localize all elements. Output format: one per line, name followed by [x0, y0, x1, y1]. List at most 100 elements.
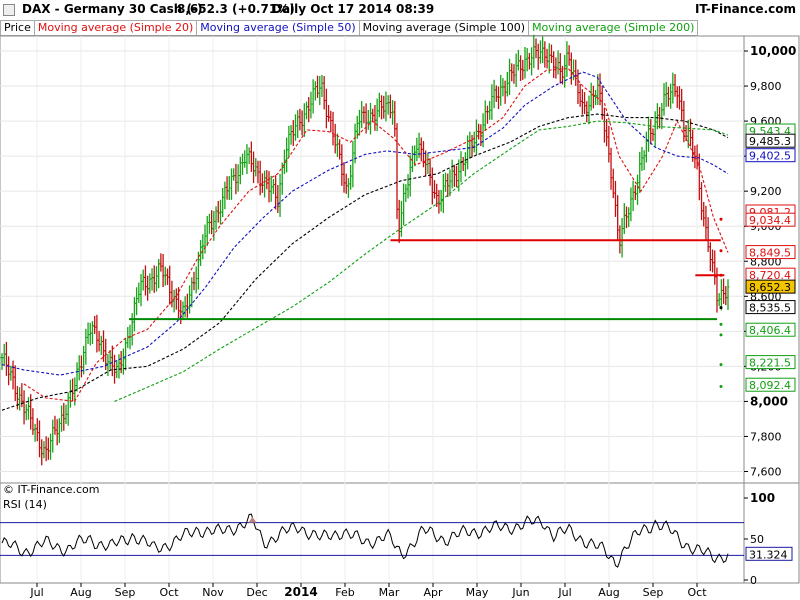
svg-text:8,406.4: 8,406.4 — [749, 324, 791, 337]
price-bar — [146, 275, 150, 301]
moving-average-lines — [1, 67, 729, 411]
price-bar — [201, 234, 205, 260]
price-bar — [35, 418, 39, 442]
price-axis: 7,6007,8008,0008,2008,4008,6008,8009,000… — [744, 44, 796, 478]
price-bar — [636, 174, 640, 205]
price-bar — [369, 102, 373, 135]
x-tick-label: Jul — [557, 586, 571, 599]
price-bar — [157, 259, 161, 289]
price-bar — [428, 158, 432, 186]
price-bar — [331, 111, 335, 146]
price-bar — [444, 172, 448, 192]
price-bar — [497, 86, 501, 110]
price-bar — [232, 168, 236, 181]
price-bar — [516, 49, 520, 71]
x-tick-label: Nov — [202, 586, 224, 599]
price-bar — [38, 420, 42, 458]
price-bar — [620, 218, 624, 258]
chart-title-bar: DAX - Germany 30 Cash (-) 8,652.3 (+0.71… — [0, 0, 800, 20]
price-bar — [587, 95, 591, 125]
price-bar — [49, 433, 53, 460]
price-bar — [505, 71, 509, 97]
svg-text:8,092.4: 8,092.4 — [749, 379, 791, 392]
price-bar — [662, 83, 666, 116]
price-bar — [666, 86, 670, 107]
price-bar — [717, 293, 721, 307]
price-bar — [276, 184, 280, 214]
price-bar — [552, 51, 556, 78]
price-bar — [24, 404, 28, 421]
price-bar — [536, 43, 540, 70]
x-tick-label: Sep — [115, 586, 136, 599]
price-bar — [514, 53, 518, 87]
price-bar — [249, 141, 253, 172]
price-bar — [57, 418, 61, 444]
price-bar — [203, 224, 207, 254]
y-tick-label: 8,000 — [750, 394, 788, 408]
price-bar — [576, 69, 580, 104]
projection-dot — [719, 363, 723, 367]
price-bar — [278, 173, 282, 217]
x-tick-label: Aug — [70, 586, 91, 599]
support-resistance-lines — [129, 239, 725, 321]
price-bar — [245, 144, 249, 175]
price-bar — [316, 75, 320, 98]
projection-dot — [719, 385, 723, 389]
price-bar — [583, 92, 587, 115]
price-bar — [572, 59, 576, 81]
legend-price: Price — [0, 20, 35, 36]
price-bar — [223, 181, 227, 210]
price-bar — [86, 322, 90, 344]
price-bar — [671, 72, 675, 104]
price-bar — [609, 147, 613, 190]
axis-value-label: 8,849.5 — [745, 245, 796, 260]
price-bar — [130, 313, 134, 346]
price-bar — [424, 150, 428, 177]
price-bar — [472, 131, 476, 153]
price-bar — [534, 38, 538, 59]
price-bar — [607, 125, 611, 163]
price-bar — [99, 335, 103, 355]
price-bar — [722, 278, 726, 304]
axis-value-label: 8,535.5 — [745, 300, 796, 315]
price-bar — [274, 175, 278, 210]
price-bar — [702, 202, 706, 227]
price-bar — [207, 213, 211, 234]
price-bar — [44, 436, 48, 462]
price-bar — [673, 74, 677, 97]
price-bar — [190, 277, 194, 308]
price-bar — [349, 164, 353, 190]
price-bar — [541, 36, 545, 64]
y-tick-label: 7,600 — [750, 465, 782, 478]
axis-value-label: 8,092.4 — [745, 377, 796, 392]
price-bar — [680, 88, 684, 120]
projection-dot — [719, 217, 723, 221]
price-bar — [137, 282, 141, 303]
axis-value-label: 8,406.4 — [745, 322, 796, 337]
price-bar — [234, 163, 238, 195]
price-bar — [452, 164, 456, 187]
price-bar — [578, 83, 582, 107]
axis-value-label: 8,652.3 — [745, 279, 796, 294]
price-bar — [40, 439, 44, 466]
price-bar — [567, 45, 571, 66]
price-bar — [384, 91, 388, 122]
axis-value-label: 9,485.3 — [745, 133, 796, 148]
price-bar — [141, 269, 145, 291]
price-bar — [527, 52, 531, 70]
price-bar — [88, 322, 92, 346]
price-bar — [161, 254, 165, 288]
price-bar — [327, 104, 331, 122]
price-bar — [243, 150, 247, 168]
y-tick-label: 7,800 — [750, 430, 782, 443]
price-bar — [589, 82, 593, 111]
price-bar — [708, 242, 712, 272]
svg-text:9,034.4: 9,034.4 — [749, 214, 791, 227]
price-bar — [132, 297, 136, 332]
svg-text:8,849.5: 8,849.5 — [749, 247, 791, 260]
price-bar — [71, 378, 75, 402]
price-bar — [585, 101, 589, 123]
price-bar — [53, 415, 57, 435]
rsi-overbought-fill — [248, 516, 257, 523]
price-bar — [188, 285, 192, 314]
